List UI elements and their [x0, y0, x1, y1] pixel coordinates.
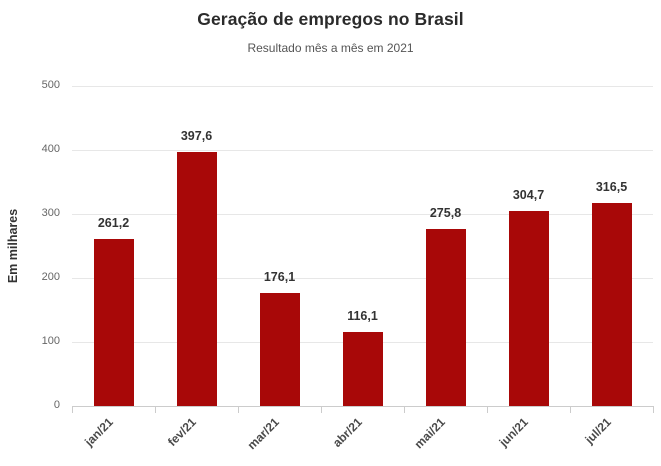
- y-tick-label: 200: [41, 271, 60, 283]
- bar-mar/21: [259, 293, 300, 406]
- bar-abr/21: [342, 332, 383, 406]
- x-axis-tick: [72, 406, 73, 413]
- x-category-label: fev/21: [164, 415, 199, 449]
- bar-value-label: 316,5: [595, 180, 628, 194]
- x-axis-tick: [321, 406, 322, 413]
- bar-value-label: 304,7: [512, 188, 545, 202]
- bar-value-label: 275,8: [429, 206, 462, 220]
- x-category-label: mai/21: [411, 415, 448, 452]
- x-category-label: jun/21: [495, 415, 531, 450]
- y-gridline: [72, 86, 653, 87]
- x-axis-line: [72, 406, 653, 407]
- x-axis-tick: [487, 406, 488, 413]
- bar-value-label: 116,1: [347, 309, 378, 323]
- bar-jun/21: [508, 211, 549, 406]
- bar-fev/21: [176, 152, 217, 406]
- x-axis-tick: [404, 406, 405, 413]
- x-axis-tick: [238, 406, 239, 413]
- y-tick-label: 300: [41, 207, 60, 219]
- y-gridline: [72, 150, 653, 151]
- bar-value-label: 176,1: [263, 270, 296, 284]
- x-axis-tick: [653, 406, 654, 413]
- x-category-label: jul/21: [581, 415, 614, 447]
- y-gridline: [72, 214, 653, 215]
- chart-title: Geração de empregos no Brasil: [197, 9, 464, 29]
- y-tick-label: 100: [41, 335, 60, 347]
- chart-subtitle: Resultado mês a mês em 2021: [247, 41, 414, 55]
- bar-jul/21: [591, 203, 632, 406]
- bar-mai/21: [425, 229, 466, 406]
- bar-jan/21: [93, 239, 134, 406]
- y-tick-label: 500: [41, 79, 60, 91]
- x-axis-tick: [570, 406, 571, 413]
- y-gridline: [72, 278, 653, 279]
- bar-value-label: 261,2: [97, 216, 130, 230]
- y-tick-label: 0: [53, 399, 60, 411]
- bar-value-label: 397,6: [180, 129, 213, 143]
- x-category-label: mar/21: [244, 415, 282, 453]
- x-category-label: jan/21: [81, 415, 116, 449]
- x-category-label: abr/21: [329, 415, 365, 450]
- y-tick-label: 400: [41, 143, 60, 155]
- x-axis-tick: [155, 406, 156, 413]
